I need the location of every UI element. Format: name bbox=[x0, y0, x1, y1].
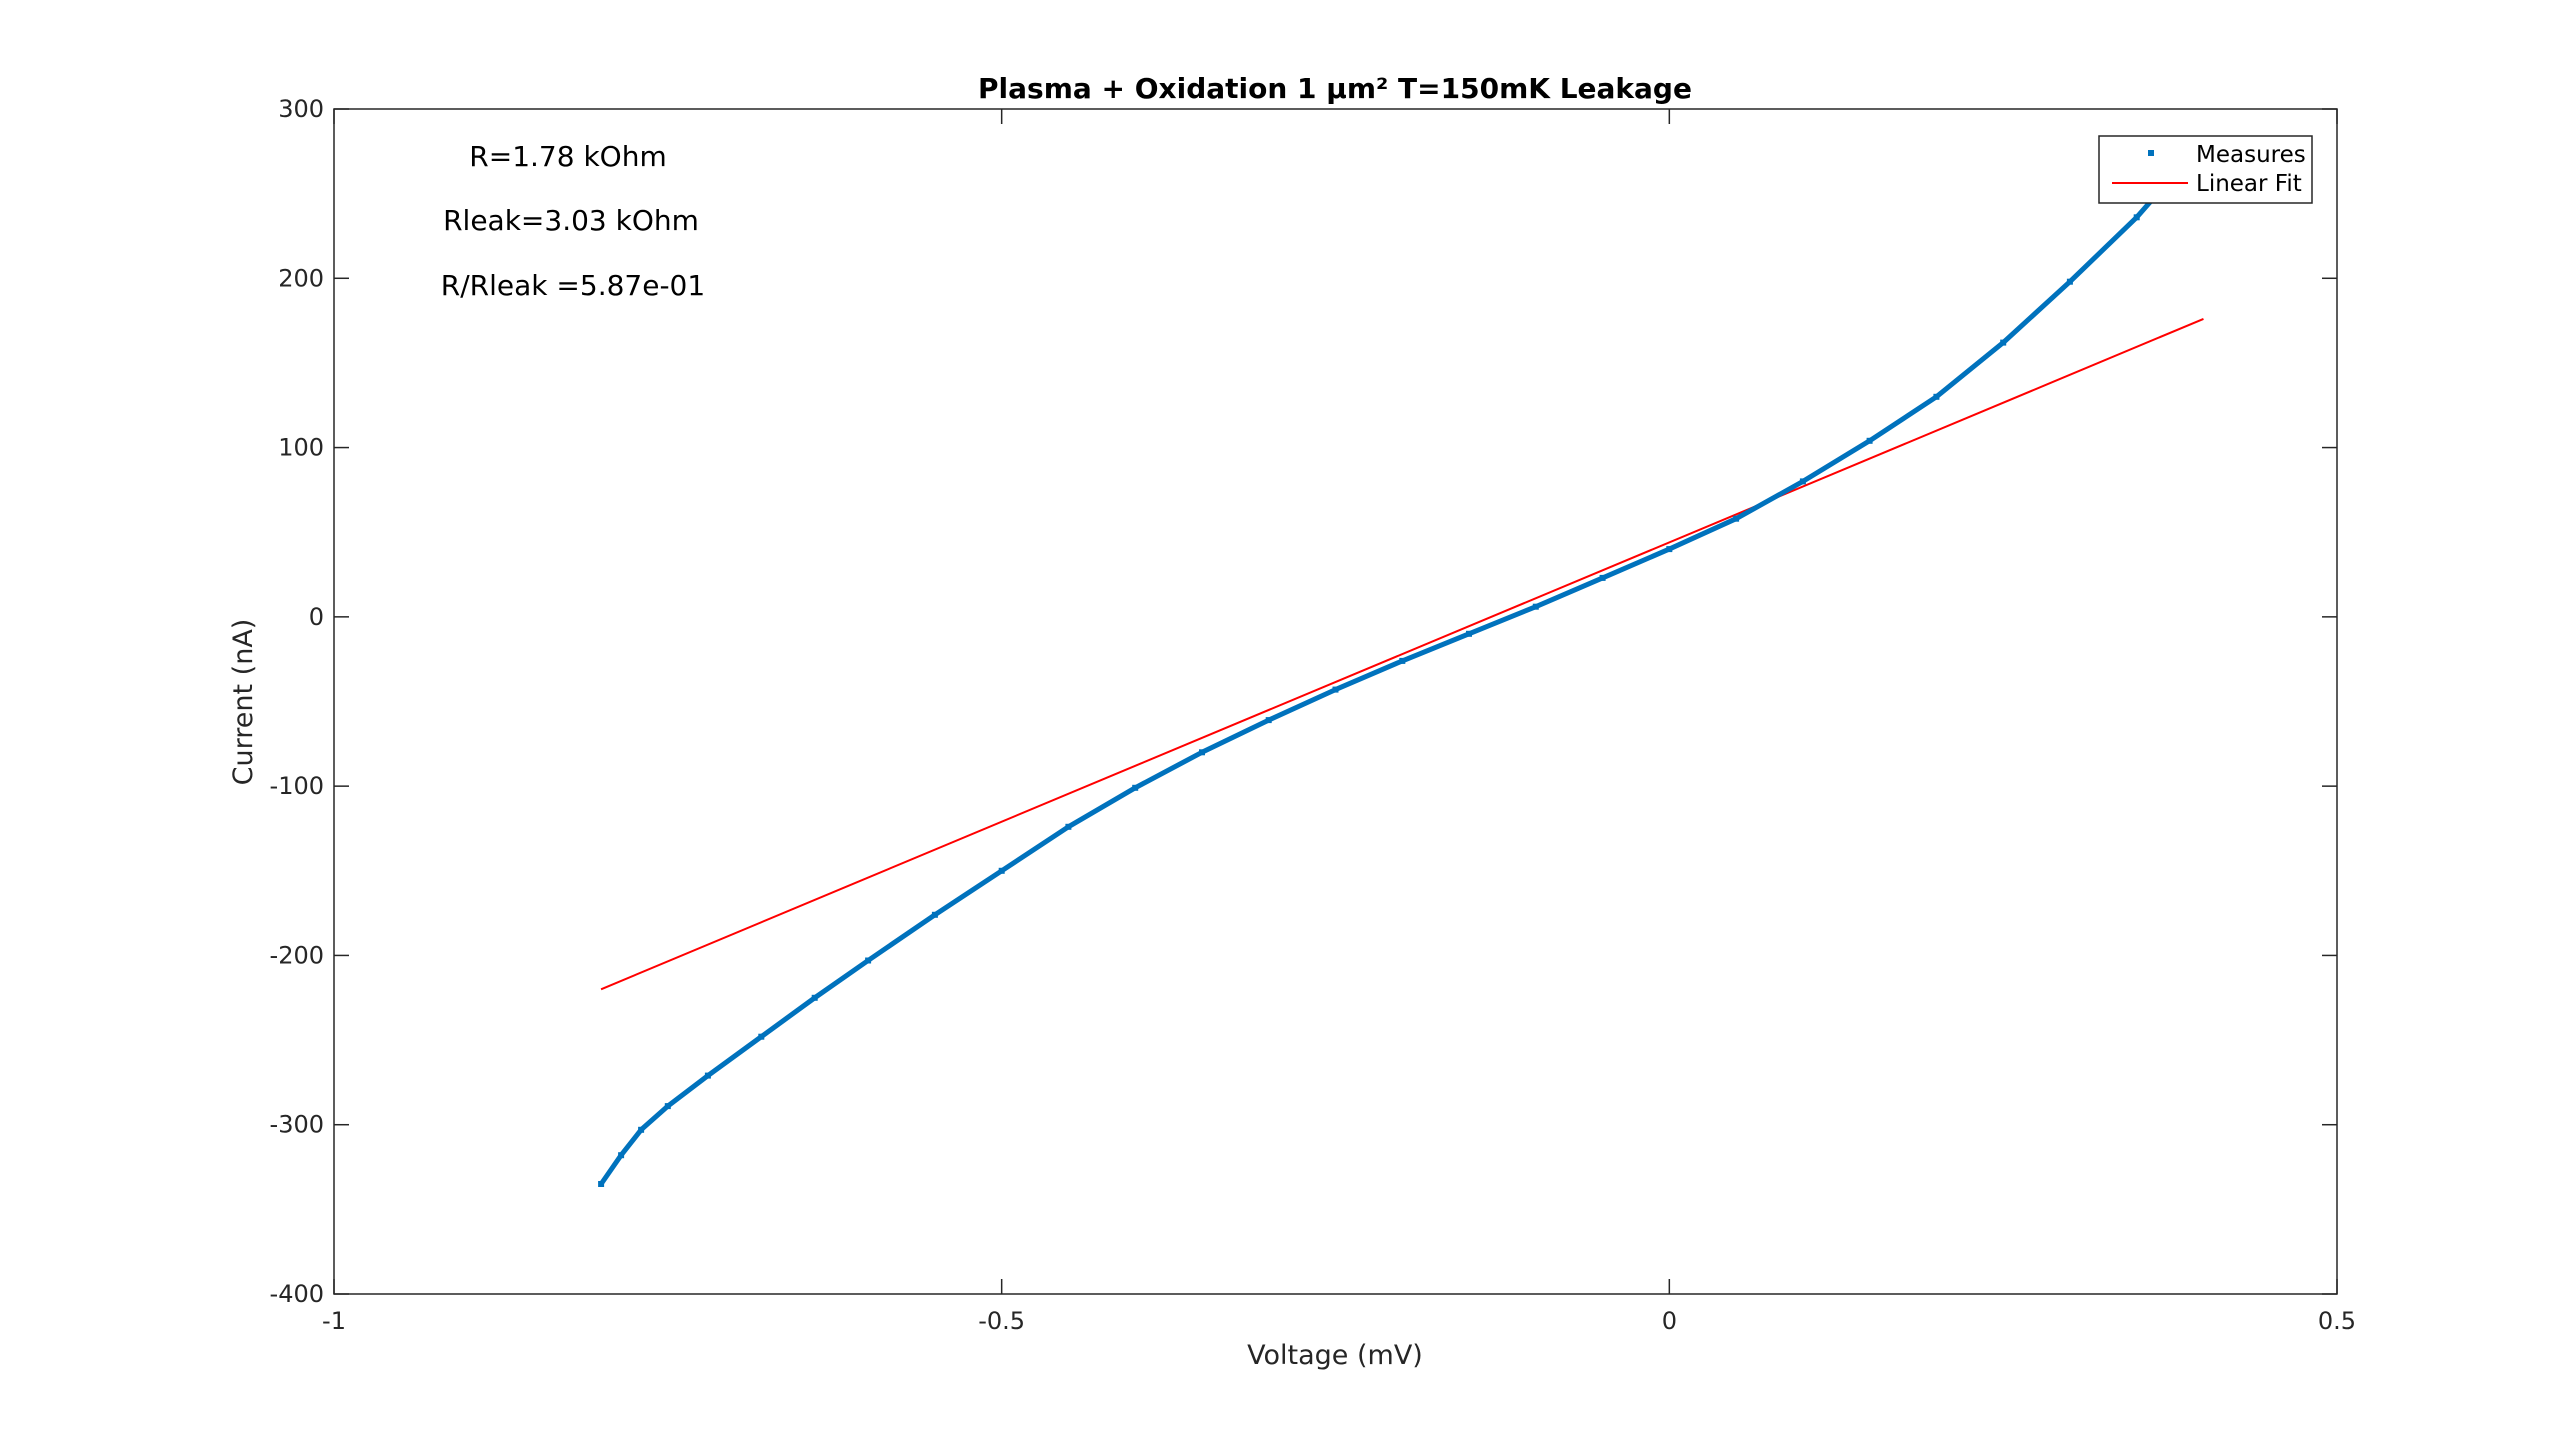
measures-point bbox=[1866, 437, 1873, 444]
measures-point bbox=[1933, 393, 1940, 400]
measures-point bbox=[1466, 630, 1472, 637]
measures-point bbox=[998, 867, 1005, 874]
measures-point bbox=[664, 1103, 671, 1110]
x-tick-label: 0.5 bbox=[2318, 1307, 2356, 1335]
measures-point bbox=[811, 994, 818, 1001]
y-tick-label: -200 bbox=[270, 941, 324, 969]
x-tick-label: 0 bbox=[1662, 1307, 1677, 1335]
measures-point bbox=[931, 911, 938, 918]
legend: Measures Linear Fit bbox=[2098, 135, 2313, 204]
measures-point bbox=[865, 957, 872, 964]
x-axis-label: Voltage (mV) bbox=[1247, 1340, 1423, 1371]
legend-linear-fit-label: Linear Fit bbox=[2196, 171, 2302, 197]
measures-point bbox=[704, 1072, 711, 1079]
linear-fit-layer bbox=[600, 317, 2204, 991]
chart-title: Plasma + Oxidation 1 µm² T=150mK Leakage bbox=[978, 72, 1692, 105]
annotation-resistance: R=1.78 kOhm bbox=[469, 140, 666, 173]
y-tick-label: 100 bbox=[278, 434, 324, 462]
measures-point bbox=[1132, 784, 1139, 791]
measures-trace bbox=[599, 185, 2166, 1186]
measures-point bbox=[1799, 478, 1806, 485]
legend-measures-marker bbox=[2148, 150, 2154, 156]
measures-point bbox=[1332, 686, 1339, 693]
y-tick-label: 200 bbox=[278, 264, 324, 292]
measures-point bbox=[1199, 749, 1205, 756]
measures-point bbox=[598, 1181, 605, 1187]
measures-point bbox=[1399, 657, 1406, 664]
linear-fit-line bbox=[600, 317, 2204, 991]
measures-point bbox=[1666, 546, 1673, 553]
measures-point bbox=[638, 1126, 645, 1133]
measures-point bbox=[758, 1033, 765, 1040]
x-tick-label: -0.5 bbox=[978, 1307, 1025, 1335]
x-tick-label: -1 bbox=[322, 1307, 346, 1335]
measures-point bbox=[618, 1152, 625, 1159]
measures-point bbox=[1733, 515, 1740, 522]
y-tick-label: -100 bbox=[270, 772, 324, 800]
measures-point bbox=[1065, 823, 1072, 830]
measures-point bbox=[1265, 717, 1272, 724]
measures-point bbox=[2000, 339, 2007, 346]
y-tick-label: 0 bbox=[309, 603, 324, 631]
legend-measures-label: Measures bbox=[2196, 142, 2306, 168]
measures-point bbox=[1599, 574, 1606, 581]
measures-point bbox=[1532, 603, 1539, 610]
annotation-leak-resistance: Rleak=3.03 kOhm bbox=[443, 204, 699, 237]
axis-ticks: -1 -0.5 0 0.5 -400 -300 -200 -100 0 100 200 300 bbox=[270, 95, 2357, 1335]
y-axis-label: Current (nA) bbox=[228, 619, 259, 786]
annotation-ratio: R/Rleak =5.87e-01 bbox=[441, 269, 705, 302]
y-tick-label: 300 bbox=[278, 95, 324, 123]
measures-point bbox=[2066, 278, 2073, 285]
measures-point bbox=[2133, 214, 2140, 221]
y-tick-label: -300 bbox=[270, 1111, 324, 1139]
y-tick-label: -400 bbox=[270, 1280, 324, 1308]
legend-box bbox=[2098, 135, 2313, 204]
plot-area bbox=[333, 108, 2338, 1295]
